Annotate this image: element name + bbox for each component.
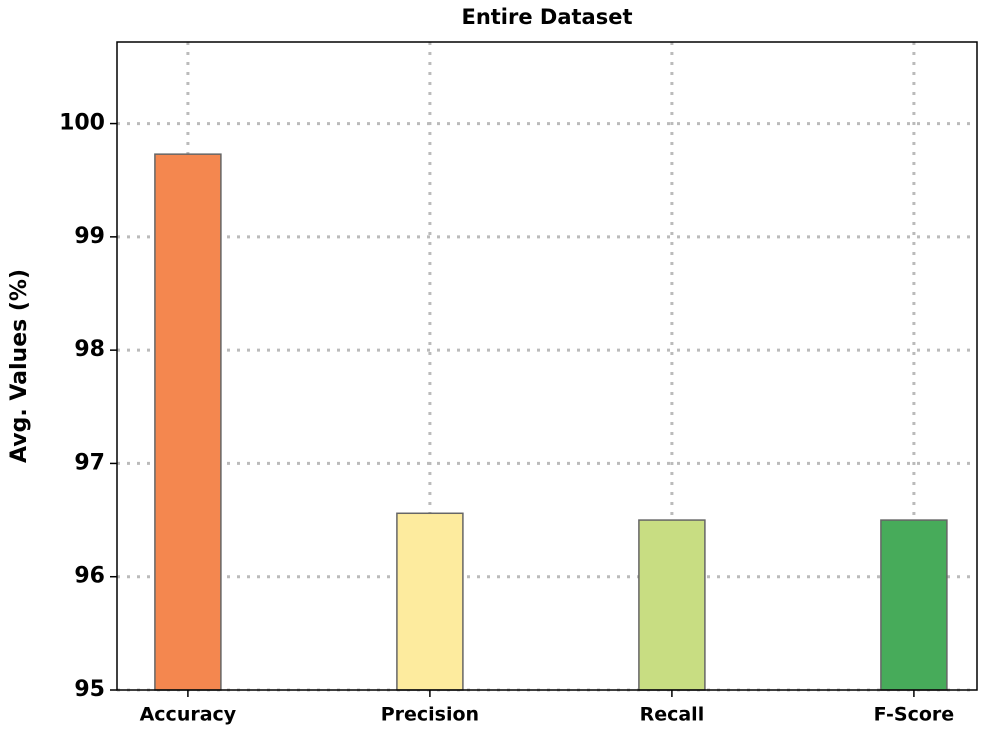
y-tick-label: 98: [74, 337, 105, 362]
y-axis-label: Avg. Values (%): [7, 269, 32, 463]
y-tick-label: 99: [74, 224, 105, 249]
y-tick-label: 96: [74, 564, 105, 589]
y-tick-label: 95: [74, 677, 105, 702]
x-tick-label: Recall: [640, 704, 705, 726]
bar: [396, 512, 464, 691]
x-tick-label: F-Score: [874, 704, 955, 726]
x-tick-label: Accuracy: [140, 704, 237, 726]
chart-title: Entire Dataset: [461, 5, 632, 29]
y-tick-label: 100: [59, 111, 105, 136]
bar: [880, 519, 948, 691]
y-tick-label: 97: [74, 450, 105, 475]
x-tick-label: Precision: [381, 704, 479, 726]
bar: [154, 153, 222, 691]
bar: [638, 519, 706, 691]
plot-frame: [116, 41, 978, 691]
